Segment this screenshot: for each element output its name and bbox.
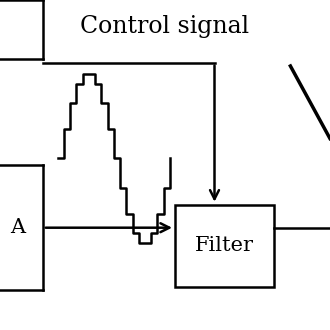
Text: Filter: Filter xyxy=(195,236,254,255)
Text: A: A xyxy=(11,218,26,237)
Bar xyxy=(175,205,274,287)
Text: Control signal: Control signal xyxy=(81,15,249,38)
